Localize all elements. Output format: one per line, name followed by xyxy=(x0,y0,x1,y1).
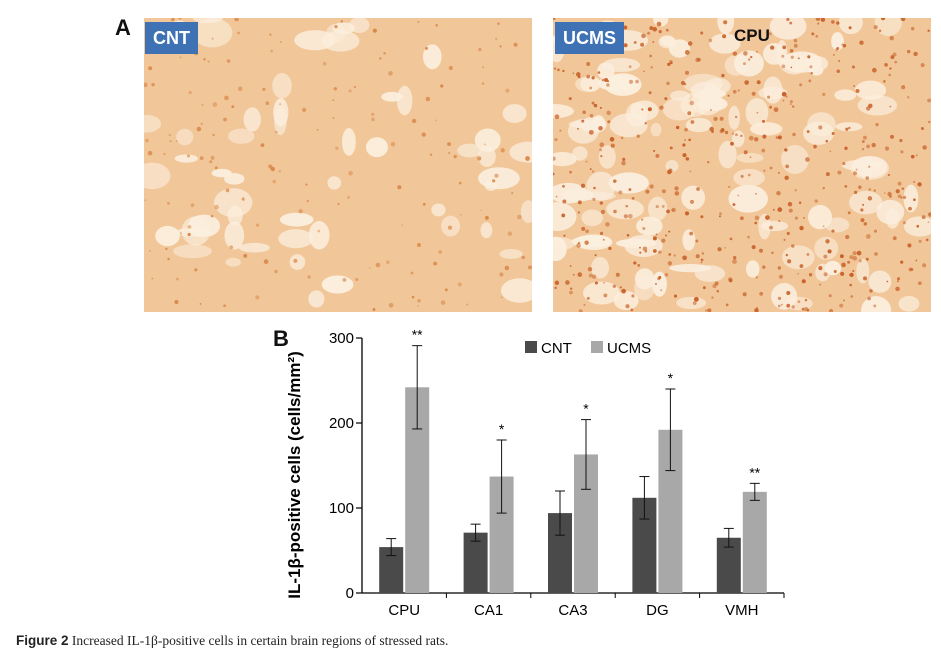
caption-text: Increased IL-1β-positive cells in certai… xyxy=(71,633,449,648)
bar-chart: 0 100 200 300 IL-1β-positive cells (cells/mm… xyxy=(285,327,785,619)
image-tag-ucms: UCMS xyxy=(555,22,624,54)
significance-marker: * xyxy=(583,401,589,417)
significance-marker: ** xyxy=(749,464,760,480)
x-tick-label: DG xyxy=(646,602,669,619)
y-tick-label: 100 xyxy=(329,500,354,517)
panel-b-letter: B xyxy=(273,326,289,351)
panel-a-letter: A xyxy=(115,15,131,40)
x-tick-label: CA3 xyxy=(558,602,587,619)
x-tick-label: CPU xyxy=(388,602,420,619)
image-tag-cnt: CNT xyxy=(145,22,198,54)
figure-caption: Figure 2 Increased IL-1β-positive cells … xyxy=(16,633,448,649)
y-axis-label: IL-1β-positive cells (cells/mm²) xyxy=(285,351,304,599)
micrograph-ucms xyxy=(553,18,931,312)
caption-lead: Figure 2 xyxy=(16,633,69,648)
micrograph-cnt xyxy=(144,18,532,312)
legend-label-cnt: CNT xyxy=(541,340,572,357)
legend-swatch-cnt xyxy=(525,341,537,353)
legend-label-ucms: UCMS xyxy=(607,340,651,357)
significance-marker: ** xyxy=(412,327,423,343)
significance-marker: * xyxy=(499,421,505,437)
bar-ucms xyxy=(489,476,514,593)
y-tick-label: 300 xyxy=(329,330,354,347)
x-tick-label: VMH xyxy=(725,602,758,619)
region-label-cpu: CPU xyxy=(734,26,770,45)
y-tick-label: 0 xyxy=(346,585,354,602)
legend-swatch-ucms xyxy=(591,341,603,353)
bar-ucms xyxy=(742,491,767,593)
bar-cnt xyxy=(463,532,488,593)
y-tick-label: 200 xyxy=(329,415,354,432)
x-tick-label: CA1 xyxy=(474,602,503,619)
significance-marker: * xyxy=(668,370,674,386)
